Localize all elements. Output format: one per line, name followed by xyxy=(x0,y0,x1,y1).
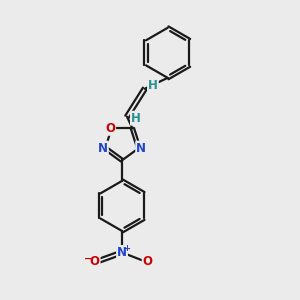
Text: O: O xyxy=(105,122,115,135)
Text: N: N xyxy=(98,142,108,154)
Text: H: H xyxy=(131,112,141,125)
Text: −: − xyxy=(84,254,92,264)
Text: O: O xyxy=(142,255,153,268)
Text: O: O xyxy=(90,255,100,268)
Text: H: H xyxy=(148,79,158,92)
Text: N: N xyxy=(136,142,146,154)
Text: N: N xyxy=(117,246,127,259)
Text: +: + xyxy=(123,244,130,253)
